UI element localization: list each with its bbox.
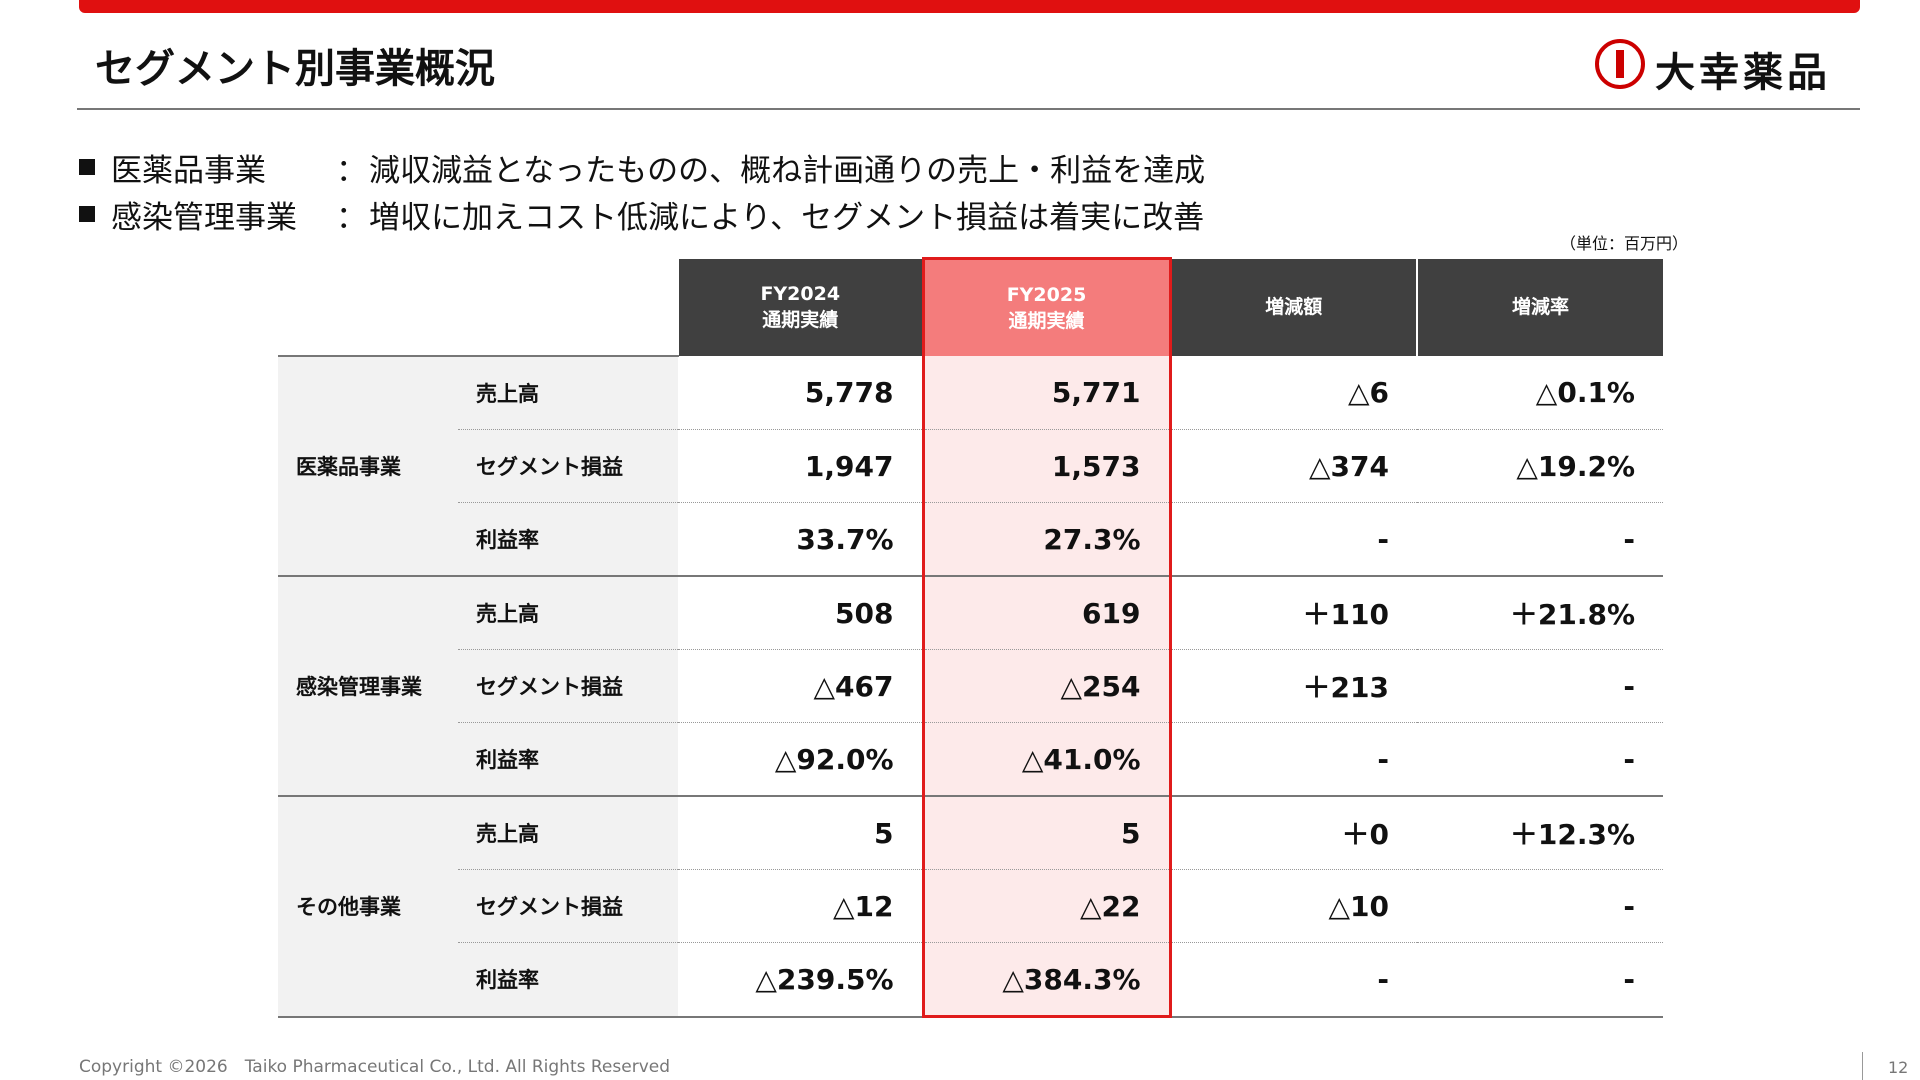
cell: - — [1170, 942, 1417, 1018]
cell: ＋110 — [1170, 576, 1417, 650]
cell: ＋0 — [1170, 796, 1417, 870]
table-row: 医薬品事業 売上高 5,778 5,771 △6 △0.1% — [278, 356, 1663, 577]
logo-text: 大幸薬品 — [1655, 50, 1831, 96]
row-item: セグメント損益 — [458, 869, 678, 943]
cell: 619 — [921, 576, 1172, 650]
cell: △12 — [678, 869, 923, 943]
table-row: 利益率 33.7% 27.3% - - — [278, 502, 1663, 577]
cell: 33.7% — [678, 502, 923, 577]
bullet-text: 増収に加えコスト低減により、セグメント損益は着実に改善 — [369, 200, 1205, 236]
row-item: 利益率 — [458, 942, 678, 1018]
unit-note: （単位：百万円） — [1560, 234, 1689, 253]
cell: △19.2% — [1417, 429, 1663, 503]
cell: △374 — [1170, 429, 1417, 503]
cell: △22 — [921, 869, 1172, 943]
bullet-square — [79, 159, 95, 175]
cell: △92.0% — [678, 722, 923, 797]
table-row: セグメント損益 △12 △22 △10- — [278, 869, 1663, 943]
cell: - — [1417, 869, 1663, 943]
cell: △0.1% — [1417, 356, 1663, 430]
cell: △467 — [678, 649, 923, 723]
cell: 1,573 — [921, 429, 1172, 503]
divider — [77, 108, 1860, 110]
copyright: Copyright ©2026 Taiko Pharmaceutical Co.… — [79, 1057, 671, 1077]
cell: 508 — [678, 576, 923, 650]
cell: ＋21.8% — [1417, 576, 1663, 650]
cell: ＋12.3% — [1417, 796, 1663, 870]
table-row: その他事業 売上高 5 5 ＋0 ＋12.3% — [278, 796, 1663, 1018]
column-header: 増減額 — [1169, 258, 1417, 356]
row-item: 利益率 — [458, 722, 678, 797]
row-item: 売上高 — [458, 576, 678, 650]
cell: 5 — [921, 796, 1172, 870]
segment-table: FY2024 通期実績 FY2025 通期実績 増減額 増減率 医薬品事業 売上高 5,778 5… — [278, 257, 1663, 1018]
row-item: セグメント損益 — [458, 649, 678, 723]
row-item: 売上高 — [458, 796, 678, 870]
cell: △10 — [1170, 869, 1417, 943]
bullet-colon: ： — [336, 200, 367, 236]
table-row: セグメント損益 △467 △254 ＋213- — [278, 649, 1663, 723]
cell: 5 — [678, 796, 923, 870]
cell: - — [1170, 722, 1417, 797]
page-number: 12 — [1888, 1058, 1909, 1077]
bullet-square — [79, 206, 95, 222]
cell: - — [1417, 649, 1663, 723]
table-row: 感染管理事業 売上高 508 619 ＋110 ＋21.8% — [278, 576, 1663, 797]
cell: 27.3% — [921, 502, 1172, 577]
segment-name: 医薬品事業 — [278, 356, 458, 577]
segment-name: 感染管理事業 — [278, 576, 458, 797]
column-header-line: FY2024 — [760, 283, 841, 306]
row-item: 利益率 — [458, 502, 678, 577]
column-header-line: 通期実績 — [1008, 310, 1085, 332]
segment-name: その他事業 — [278, 796, 458, 1018]
column-header-line: FY2025 — [1006, 284, 1087, 306]
title: セグメント別事業概況 — [95, 46, 495, 92]
cell: △254 — [921, 649, 1172, 723]
cell: △41.0% — [921, 722, 1172, 797]
blank — [278, 258, 678, 357]
logo-mark — [1595, 39, 1645, 89]
cell: - — [1170, 502, 1417, 577]
cell: - — [1417, 722, 1663, 797]
column-header: 増減率 — [1416, 258, 1663, 356]
bullet-label: 感染管理事業 — [111, 200, 297, 236]
column-header-line: 増減額 — [1265, 296, 1323, 319]
table-row: 利益率 △239.5% △384.3% - - — [278, 942, 1663, 1018]
column-header: FY2025 通期実績 — [921, 257, 1172, 356]
header-row: FY2024 通期実績 FY2025 通期実績 増減額 増減率 — [278, 257, 1663, 357]
row-item: 売上高 — [458, 356, 678, 430]
table-row: セグメント損益 1,947 1,573 △374 △19.2% — [278, 429, 1663, 503]
column-header: FY2024 通期実績 — [677, 258, 923, 356]
bullet-text: 減収減益となったものの、概ね計画通りの売上・利益を達成 — [369, 153, 1206, 189]
cell: 5,778 — [678, 356, 923, 430]
top-bar — [79, 0, 1860, 13]
cell: ＋213 — [1170, 649, 1417, 723]
table-row: 利益率 △92.0% △41.0% - - — [278, 722, 1663, 797]
footer-divider — [1862, 1052, 1863, 1080]
cell: △384.3% — [921, 942, 1172, 1018]
cell: 5,771 — [921, 356, 1172, 430]
column-header-line: 増減率 — [1511, 296, 1569, 319]
cell: △239.5% — [678, 942, 923, 1018]
bullet-label: 医薬品事業 — [111, 153, 266, 189]
row-item: セグメント損益 — [458, 429, 678, 503]
column-header-line: 通期実績 — [762, 309, 839, 332]
cell: △6 — [1170, 356, 1417, 430]
cell: 1,947 — [678, 429, 923, 503]
cell: - — [1417, 942, 1663, 1018]
bullet-colon: ： — [336, 153, 367, 189]
cell: - — [1417, 502, 1663, 577]
